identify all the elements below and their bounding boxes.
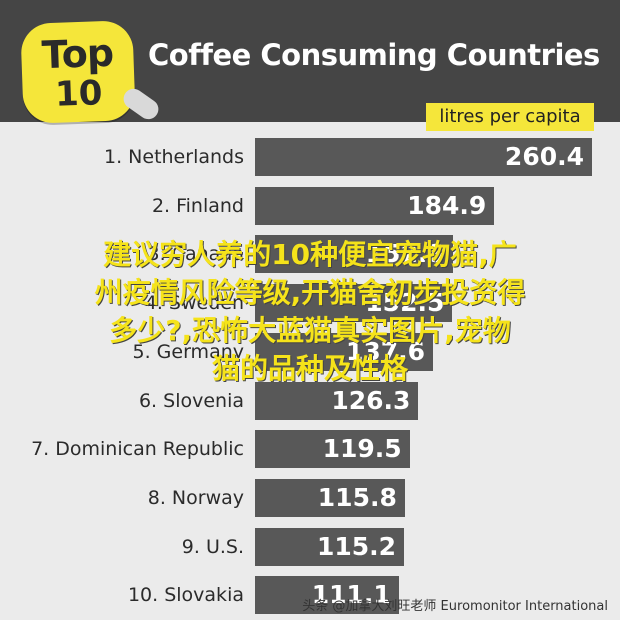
bar: 119.5 [255,430,410,469]
top10-badge-icon: Top 10 [20,20,136,124]
bar-category-label: 6. Slovenia [138,389,244,412]
bar-chart: 1. Netherlands 260.4 2. Finland 184.9 3. Can… [0,130,620,615]
watermark-line: 州疫情风险等级,开猫舍初步投资得 [94,276,526,309]
magnifier-handle-icon [119,84,163,124]
bar-category-label: 10. Slovakia [127,584,244,607]
badge-number-text: 10 [54,73,104,115]
overlay-watermark-text: 建议穷人养的10种便宜宠物猫,广 州疫情风险等级,开猫舍初步投资得 多少?,恐怖… [0,236,620,388]
watermark-line: 多少?,恐怖大蓝猫真实图片,宠物 [109,314,511,347]
bar: 152.5 [255,284,453,323]
bar-category-label: 9. U.S. [181,535,244,558]
badge-top-text: Top [41,30,114,78]
bar-value-label: 111.1 [311,580,391,610]
bar: 152.8 [255,235,453,274]
bar-category-label: 7. Dominican Republic [31,438,244,461]
chart-title: Coffee Consuming Countries [148,38,600,72]
bar: 111.1 [255,576,399,615]
source-credit: 头条 @加拿大刘旺老师 Euromonitor International [302,599,608,614]
bar: 115.8 [255,478,405,517]
watermark-line: 建议穷人养的10种便宜宠物猫,广 [103,238,517,271]
bar-value-label: 115.2 [317,531,397,561]
header-banner: Top 10 Coffee Consuming Countries [0,0,620,124]
bar-category-label: 8. Norway [147,486,244,509]
watermark-line: 猫的品种及性格 [211,352,408,385]
bar-value-label: 126.3 [331,385,411,415]
bar: 184.9 [255,186,495,225]
bar-category-label: 1. Netherlands [104,146,244,168]
bar-value-label: 184.9 [407,190,487,220]
bar-category-label: 4. Sweden [144,292,244,315]
bar-value-label: 152.8 [365,239,445,269]
unit-label: litres per capita [426,103,594,131]
bar-category-label: 5. Germany [132,340,245,363]
bar: 137.6 [255,332,434,371]
bar-category-label: 3. Canada [147,243,244,266]
bar: 115.2 [255,527,405,566]
bar-category-label: 2. Finland [151,194,244,217]
bar-value-label: 115.8 [317,482,397,512]
bar-value-label: 152.5 [365,288,445,318]
bar-value-label: 260.4 [504,142,584,171]
bar: 260.4 [255,138,592,176]
bar-value-label: 119.5 [322,434,402,464]
bar: 126.3 [255,381,419,420]
bar-value-label: 137.6 [345,336,426,366]
